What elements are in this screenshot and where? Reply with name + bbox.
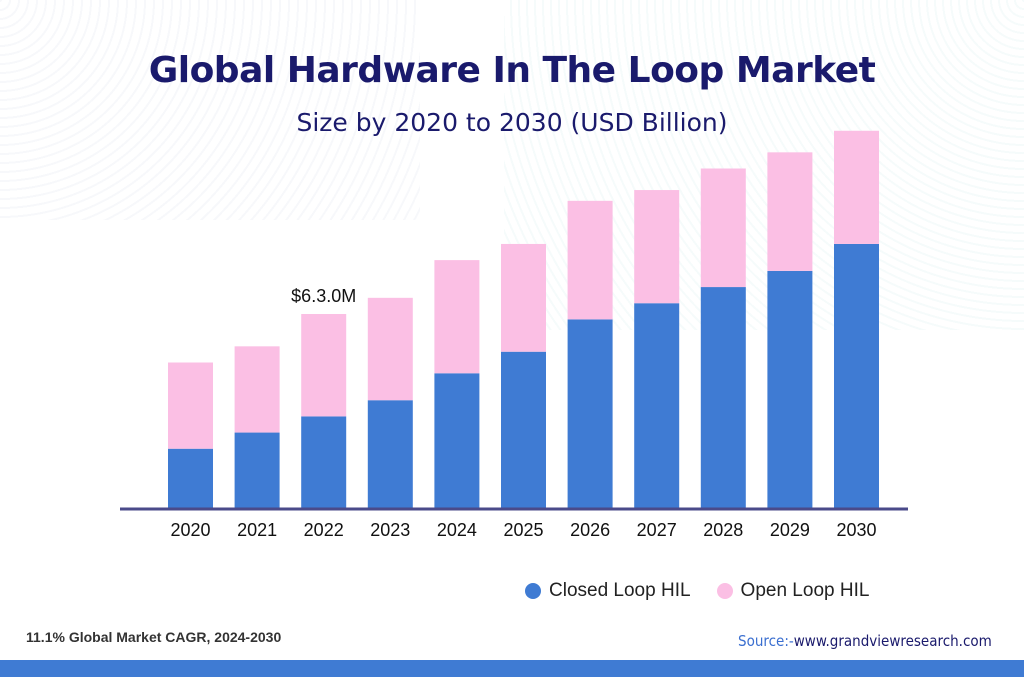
x-tick-label-2023: 2023 [370,520,410,540]
x-tick-label-2021: 2021 [237,520,277,540]
bar-open-2021 [234,346,280,433]
source-link[interactable]: www.grandviewresearch.com [793,632,992,650]
bar-closed-2027 [634,303,680,508]
bar-open-2028 [700,168,746,288]
cagr-note: 11.1% Global Market CAGR, 2024-2030 [26,629,282,645]
data-label-2022: $6.3.0M [291,286,356,306]
legend-item-open: Open Loop HIL [716,580,870,602]
x-tick-label-2024: 2024 [437,520,477,540]
legend: Closed Loop HIL Open Loop HIL [525,580,869,602]
bar-open-2029 [767,152,813,271]
bar-closed-2020 [168,448,213,508]
bar-open-2020 [168,362,213,449]
bar-closed-2021 [234,432,280,508]
bar-closed-2028 [700,287,746,508]
chart-title: Global Hardware In The Loop Market [148,50,876,91]
bar-closed-2023 [367,400,413,508]
legend-label-closed: Closed Loop HIL [549,580,691,601]
bar-open-2024 [434,260,480,374]
bar-open-2023 [367,297,413,401]
bar-closed-2026 [567,319,613,508]
bar-closed-2029 [767,270,813,508]
x-tick-label-2028: 2028 [703,520,743,540]
x-tick-label-2020: 2020 [170,520,210,540]
bottom-bar [0,660,1024,677]
x-tick-label-2030: 2030 [836,520,876,540]
source-prefix: Source:- [738,632,794,650]
background-pattern-left [0,0,420,220]
bar-open-2022 [301,314,347,417]
chart-subtitle: Size by 2020 to 2030 (USD Billion) [296,108,728,137]
x-tick-label-2027: 2027 [637,520,677,540]
bar-open-2027 [634,190,680,304]
x-tick-label-2026: 2026 [570,520,610,540]
bar-closed-2030 [834,243,879,508]
legend-swatch-closed [525,583,541,599]
bar-open-2026 [567,200,613,320]
x-tick-label-2029: 2029 [770,520,810,540]
x-tick-label-2022: 2022 [304,520,344,540]
legend-item-closed: Closed Loop HIL [525,580,691,602]
legend-label-open: Open Loop HIL [740,580,870,601]
x-tick-label-2025: 2025 [503,520,543,540]
bar-open-2025 [501,243,546,352]
bar-closed-2024 [434,373,480,508]
bar-open-2030 [834,130,879,244]
stacked-bar-chart: 2020 2021 2022 2023 2024 2025 2026 2027 2028 2029… [120,130,908,540]
source-credit: Source:-www.grandviewresearch.com [738,632,992,650]
bar-closed-2022 [301,416,347,508]
bar-closed-2025 [501,351,546,508]
legend-swatch-open [716,583,733,599]
